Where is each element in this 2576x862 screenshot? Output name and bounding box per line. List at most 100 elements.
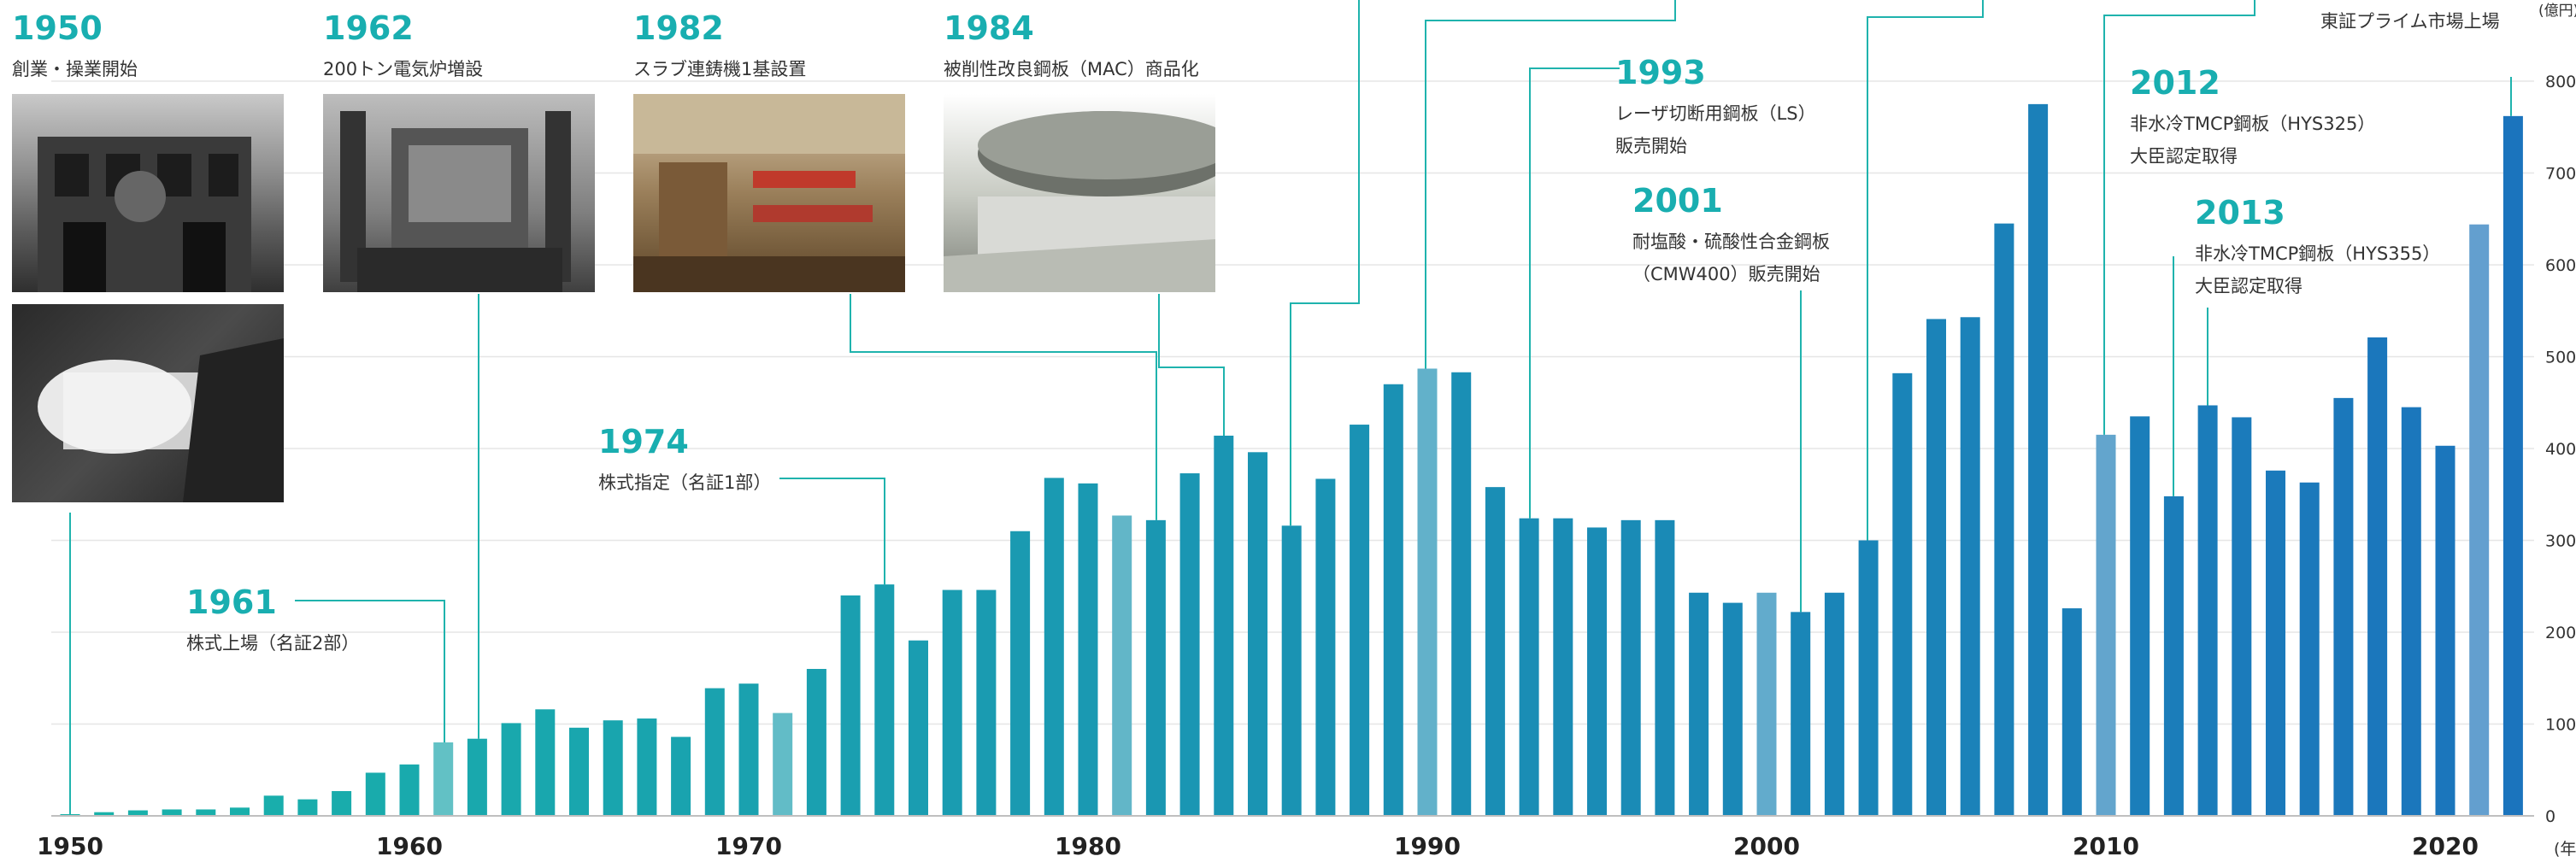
event-year-1962: 1962	[323, 9, 414, 47]
bar-2015	[2266, 470, 2285, 816]
bar-1981	[1112, 515, 1132, 816]
bar-1989	[1383, 384, 1403, 816]
event-text-2013-0: 非水冷TMCP鋼板（HYS355）	[2195, 243, 2440, 264]
bar-1952	[127, 810, 148, 816]
x-unit-label: (年)	[2554, 840, 2576, 859]
event-year-2001: 2001	[1632, 182, 1723, 220]
bar-1976	[942, 589, 962, 816]
bar-2019	[2401, 407, 2421, 816]
event-text-1993-0: レーザ切断用鋼板（LS）	[1615, 103, 1816, 124]
bar-1968	[671, 736, 691, 816]
bar-2001	[1791, 612, 1811, 816]
bar-2000	[1756, 592, 1777, 816]
y-axis: 0 100 200 300 400 500 600 700 800 (億円)	[2538, 3, 2576, 826]
photo-1962-electric-furnace	[323, 94, 595, 292]
bar-1983	[1179, 473, 1200, 816]
bar-1996	[1620, 519, 1641, 816]
x-tick-label-1960: 1960	[376, 832, 443, 860]
bar-2005	[1926, 319, 1946, 816]
event-year-1984: 1984	[944, 9, 1034, 47]
leader-line-offscreen-2003	[1867, 0, 1984, 541]
bar-1971	[773, 712, 793, 816]
chart-bars	[60, 103, 2523, 817]
bar-1985	[1248, 452, 1267, 816]
bar-2011	[2130, 416, 2150, 816]
bar-1964	[535, 709, 556, 816]
y-tick-label-500: 500	[2545, 349, 2576, 367]
bar-1993	[1519, 518, 1539, 816]
bar-1979	[1044, 478, 1064, 816]
x-tick-label-2010: 2010	[2073, 832, 2139, 860]
bar-1958	[332, 790, 352, 816]
event-text-2012-1: 大臣認定取得	[2130, 146, 2238, 167]
x-tick-label-2020: 2020	[2412, 832, 2479, 860]
bar-1990	[1417, 368, 1438, 817]
leader-line-1993	[1529, 67, 1620, 519]
bar-2020	[2435, 445, 2455, 816]
bar-2010	[2096, 434, 2116, 816]
bar-2004	[1892, 372, 1913, 817]
bar-2006	[1960, 317, 1980, 816]
bar-1975	[909, 640, 928, 816]
event-text-1962-0: 200トン電気炉増設	[323, 59, 483, 79]
bar-1955	[230, 807, 250, 816]
event-text-1961-0: 株式上場（名証2部）	[186, 633, 359, 654]
bar-1953	[162, 809, 182, 816]
event-text-2012-0: 非水冷TMCP鋼板（HYS325）	[2130, 114, 2375, 134]
bar-2008	[2028, 103, 2049, 816]
bar-1972	[806, 669, 826, 816]
bar-1999	[1722, 602, 1743, 816]
bar-1951	[94, 812, 115, 816]
photo-1950-furnace	[12, 304, 284, 502]
event-leader-lines	[69, 0, 2512, 815]
event-text-2001-1: （CMW400）販売開始	[1632, 264, 1820, 284]
y-tick-label-400: 400	[2545, 440, 2576, 459]
leader-line-1974	[779, 478, 885, 585]
bar-2022	[2502, 115, 2523, 817]
x-axis: 1950 1960 1970 1980 1990 2000 2010 2020 (年)	[37, 815, 2576, 860]
event-text-1974-0: 株式指定（名証1部）	[598, 472, 771, 493]
bar-1957	[297, 799, 318, 816]
bar-1960	[399, 764, 420, 816]
bar-1982	[1145, 519, 1166, 816]
bar-1961	[433, 742, 454, 816]
y-unit-label: (億円)	[2538, 3, 2576, 20]
bar-1969	[704, 688, 725, 816]
leader-line-offscreen-1986	[1290, 0, 1360, 526]
bar-2007	[1994, 223, 2014, 816]
leader-line-1982	[850, 294, 1157, 520]
leader-line-offscreen-1990	[1425, 0, 1676, 369]
event-annotations: 1950 創業・操業開始 1962 200トン電気炉増設 1982 スラブ連鋳機1基設置 1…	[12, 9, 2500, 654]
photo-1984-machined-steel	[944, 94, 1215, 292]
bar-1978	[1010, 531, 1031, 816]
bar-1970	[738, 683, 759, 816]
bar-1991	[1451, 372, 1472, 816]
leader-line-1984	[1158, 294, 1225, 436]
x-tick-label-1980: 1980	[1055, 832, 1121, 860]
event-year-2013: 2013	[2195, 194, 2285, 232]
event-year-1982: 1982	[633, 9, 724, 47]
bar-1988	[1350, 425, 1370, 816]
bar-1966	[603, 720, 623, 816]
bar-2017	[2333, 397, 2354, 816]
bar-2009	[2061, 608, 2082, 816]
event-year-1993: 1993	[1615, 54, 1706, 91]
event-year-1961: 1961	[186, 583, 277, 621]
leader-line-offscreen-2010	[2103, 0, 2255, 435]
y-tick-label-600: 600	[2545, 256, 2576, 275]
bar-1967	[637, 718, 657, 816]
x-tick-label-1990: 1990	[1394, 832, 1461, 860]
bar-1954	[196, 809, 216, 816]
bar-2003	[1858, 540, 1879, 816]
bar-1998	[1689, 592, 1709, 816]
event-year-1974: 1974	[598, 423, 689, 460]
event-text-1993-1: 販売開始	[1615, 136, 1687, 156]
bar-1984	[1214, 435, 1234, 816]
bar-2016	[2299, 482, 2320, 816]
photo-1982-slab-caster	[633, 94, 905, 292]
y-tick-label-100: 100	[2545, 716, 2576, 735]
bar-2002	[1824, 592, 1844, 816]
y-tick-label-0: 0	[2545, 807, 2555, 826]
bar-2021	[2469, 224, 2490, 816]
event-year-2012: 2012	[2130, 64, 2220, 102]
